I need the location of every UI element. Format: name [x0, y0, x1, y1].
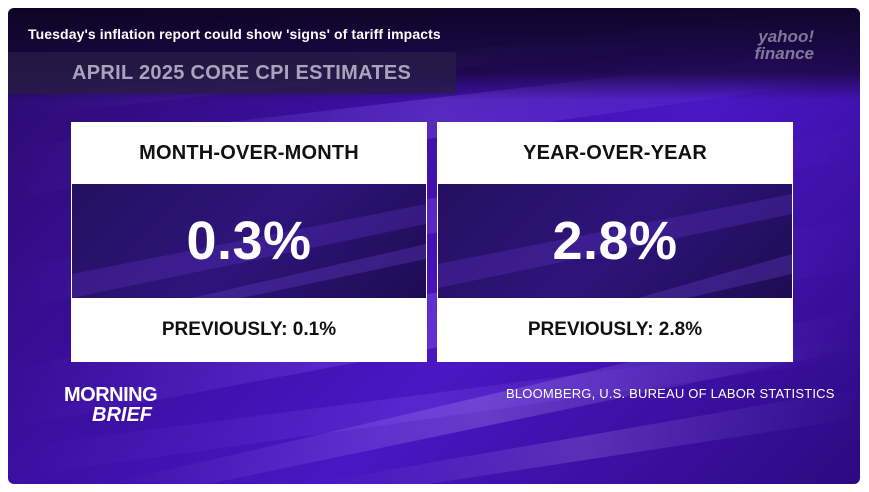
subtitle: APRIL 2025 CORE CPI ESTIMATES	[72, 62, 412, 84]
value-panel-sheen	[438, 194, 792, 298]
yoy-previous: PREVIOUSLY: 2.8%	[527, 319, 703, 340]
video-frame: Tuesday's inflation report could show 's…	[8, 8, 860, 484]
mom-value: 0.3%	[186, 211, 312, 271]
yoy-card: YEAR-OVER-YEAR 2.8% PREVIOUSLY: 2.8%	[437, 122, 793, 362]
value-panel-sheen	[72, 204, 426, 298]
mom-card-title: MONTH-OVER-MONTH	[139, 141, 359, 164]
brand-line-2: BRIEF	[92, 404, 152, 426]
morning-brief-logo: MORNING BRIEF	[64, 384, 158, 426]
logo-line-1: yahoo!	[758, 27, 814, 46]
yoy-value-panel: 2.8%	[438, 184, 792, 298]
mom-card: MONTH-OVER-MONTH 0.3% PREVIOUSLY: 0.1%	[71, 122, 427, 362]
source-credit: BLOOMBERG, U.S. BUREAU OF LABOR STATISTI…	[506, 386, 835, 401]
brand-line-1: MORNING	[64, 384, 158, 406]
yoy-card-title: YEAR-OVER-YEAR	[523, 141, 707, 164]
subtitle-bar: APRIL 2025 CORE CPI ESTIMATES	[8, 52, 456, 94]
headline: Tuesday's inflation report could show 's…	[28, 26, 441, 42]
logo-line-2: finance	[754, 44, 814, 63]
mom-previous: PREVIOUSLY: 0.1%	[161, 319, 337, 340]
yoy-value: 2.8%	[552, 211, 678, 271]
mom-value-panel: 0.3%	[72, 184, 426, 298]
yahoo-finance-logo: yahoo! finance	[730, 28, 814, 62]
